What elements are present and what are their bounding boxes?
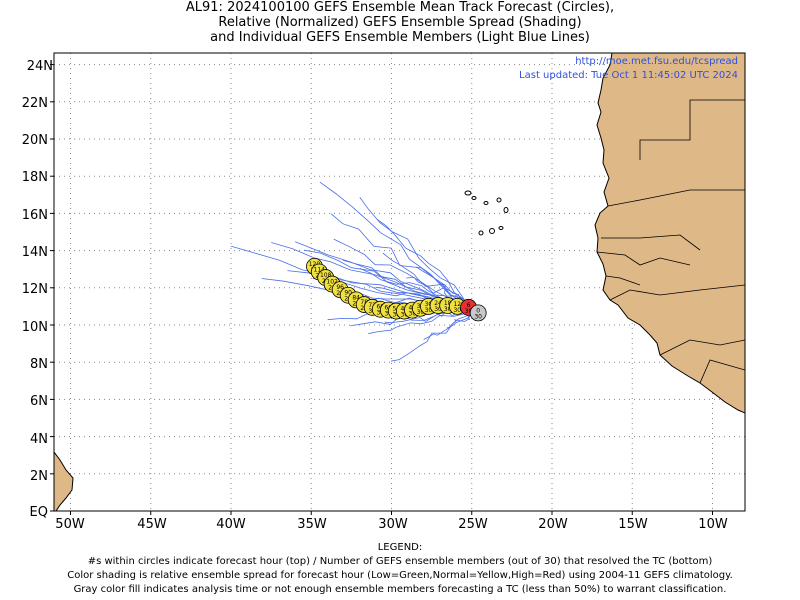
mean-track-hour: 84: [352, 294, 360, 301]
mean-track-hour: 120: [309, 261, 321, 268]
country-borders: [596, 99, 745, 384]
chart-title-line-2: Relative (Normalized) GEFS Ensemble Spre…: [218, 15, 582, 30]
mean-track-hour: 18: [444, 300, 452, 307]
lon-label-10w: 10W: [698, 517, 728, 532]
cape-verde-islands: [464, 190, 509, 236]
legend-line-hour-members: #s within circles indicate forecast hour…: [87, 556, 713, 567]
mean-track-hour: 78: [360, 299, 368, 306]
mean-track-hour: 30: [425, 301, 433, 308]
member-track-line: [368, 309, 477, 335]
lat-label-20n: 20N: [22, 133, 48, 148]
member-track-line: [423, 309, 477, 340]
mean-track-hour: 60: [384, 305, 392, 312]
lat-label-12n: 12N: [22, 282, 48, 297]
lon-label-40w: 40W: [216, 517, 246, 532]
ensemble-mean-track: 1202911429108291022996299029842978297230…: [306, 258, 487, 322]
mean-track-members: 30: [392, 312, 400, 319]
lat-label-18n: 18N: [22, 170, 48, 185]
chart-title-line-3: and Individual GEFS Ensemble Members (Li…: [210, 30, 590, 45]
last-updated: Last updated: Tue Oct 1 11:45:02 UTC 202…: [519, 70, 738, 81]
lat-label-6n: 6N: [30, 394, 48, 409]
legend-line-gray: Gray color fill indicates analysis time …: [73, 584, 727, 595]
mean-track-hour: 72: [368, 302, 376, 309]
member-track-line: [359, 197, 477, 311]
lat-label-14n: 14N: [22, 245, 48, 260]
mean-track-hour: 102: [326, 279, 338, 286]
mean-track-point: 030: [469, 304, 487, 322]
mean-track-hour: 108: [320, 272, 332, 279]
lat-label-10n: 10N: [22, 320, 48, 335]
chart-title-line-1: AL91: 2024100100 GEFS Ensemble Mean Trac…: [185, 0, 615, 15]
legend-heading: LEGEND:: [377, 542, 423, 553]
south-america-landmass: [54, 451, 74, 511]
lat-label-4n: 4N: [30, 432, 48, 447]
lat-label-16n: 16N: [22, 208, 48, 223]
mean-track-members: 30: [465, 308, 473, 315]
lon-label-20w: 20W: [538, 517, 568, 532]
mean-track-members: 30: [417, 309, 425, 316]
lon-label-25w: 25W: [458, 517, 488, 532]
mean-track-members: 30: [384, 311, 392, 318]
lon-label-15w: 15W: [618, 517, 648, 532]
africa-landmass: [594, 53, 745, 414]
mean-track-hour: 24: [434, 300, 442, 307]
plot-frame: [53, 52, 746, 512]
axis-ticks: [50, 64, 713, 515]
member-track-line: [390, 309, 477, 362]
lat-label-2n: 2N: [30, 469, 48, 484]
lon-label-50w: 50W: [55, 517, 85, 532]
source-url: http://moe.met.fsu.edu/tcspread: [575, 56, 738, 67]
lat-label-24n: 24N: [27, 59, 53, 74]
member-track-line: [333, 238, 477, 311]
lon-label-30w: 30W: [378, 517, 408, 532]
mean-track-circle: [469, 304, 487, 322]
mean-track-members: 30: [376, 310, 384, 317]
mean-track-hour: 96: [336, 284, 344, 291]
lat-label-eq: EQ: [30, 505, 48, 520]
lon-label-45w: 45W: [137, 517, 167, 532]
member-track-line: [330, 213, 477, 311]
mean-track-members: 30: [453, 307, 461, 314]
legend-line-shading: Color shading is relative ensemble sprea…: [67, 570, 733, 581]
mean-track-members: 30: [474, 313, 482, 320]
mean-track-members: 30: [401, 312, 409, 319]
mean-track-hour: 90: [344, 290, 352, 297]
mean-track-members: 30: [434, 306, 442, 313]
mean-track-hour: 12: [453, 301, 461, 308]
mean-track-hour: 66: [376, 304, 384, 311]
lon-label-35w: 35W: [297, 517, 327, 532]
lat-label-8n: 8N: [30, 357, 48, 372]
lat-label-22n: 22N: [22, 96, 48, 111]
mean-track-members: 30: [425, 307, 433, 314]
mean-track-members: 30: [409, 311, 417, 318]
mean-track-hour: 0: [476, 307, 480, 314]
mean-track-hour: 114: [314, 266, 326, 273]
mean-track-members: 30: [444, 306, 452, 313]
mean-track-hour: 6: [467, 302, 471, 309]
